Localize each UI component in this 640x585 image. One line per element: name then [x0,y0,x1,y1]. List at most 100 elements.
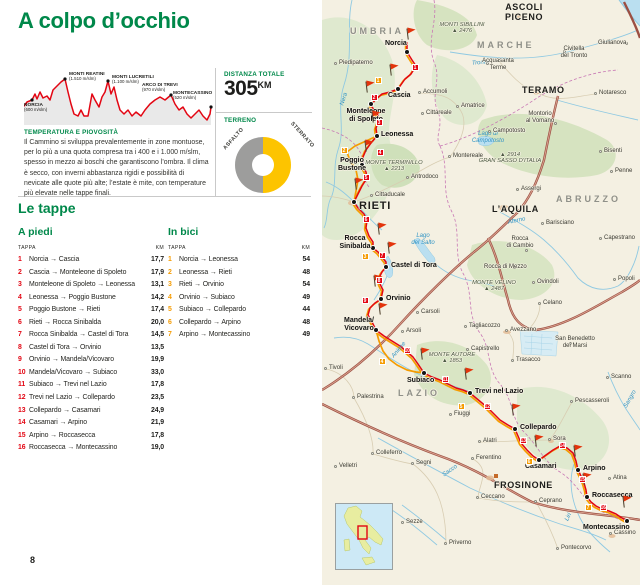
stage-number: 7 [168,331,172,339]
route-marker-walk-16: 16 [599,503,607,511]
town-label-capestrano: Capestrano [604,235,636,241]
distance-value: 305KM [224,77,312,100]
mountain-label-monti-sibillini: MONTI SIBILLINI ▲ 2476 [439,22,485,35]
stage-number: 13 [18,406,26,414]
walk-stage-row: 1 Norcia → Cascia 17,7 [18,254,164,267]
town-label-barisciano: Barisciano [546,220,575,226]
town-label-tivoli: Tivoli [329,365,343,371]
walk-stage-row: 12 Trevi nel Lazio → Collepardo 23,5 [18,392,164,405]
map-base-art [322,0,640,553]
water-label-aterno: Aterno [507,216,527,226]
town-label-capistrello: Capistrello [471,346,500,352]
stage-dot-trevi-nel-lazio [468,391,472,395]
profile-point-name: MONTECASSINO [173,91,213,96]
town-dot-bisenti [599,150,603,154]
town-label-amatrice: Amatrice [461,103,485,109]
stage-route: Subiaco → Collepardo [179,306,246,314]
stage-label-subiaco: Subiaco [407,377,435,384]
town-dot-sora [548,438,552,442]
stage-dot-leonessa [375,134,379,138]
stage-number: 1 [168,256,172,263]
stage-number: 6 [18,318,22,326]
stage-label-collepardo: Collepardo [520,424,557,431]
region-label-lazio: LAZIO [398,388,440,398]
route-marker-walk-9: 9 [361,296,369,304]
town-label-ceprano: Ceprano [539,498,563,504]
elevation-profile: NORCIA (600 m/slm) MONTI REATINI (1.510 m/s… [24,72,214,125]
route-marker-walk-4: 4 [376,148,384,156]
town-dot-arsoli [401,330,405,334]
stage-flag-icon [573,443,584,457]
stage-flag-icon [420,346,431,360]
stage-number: 4 [168,293,172,301]
bike-stage-row: 5 Subiaco → Collepardo 44 [168,304,310,317]
stage-route: Leonessa → Rieti [179,268,232,276]
stage-km: 33,0 [150,368,164,376]
town-label-notaresco: Notaresco [599,90,627,96]
walk-stage-row: 16 Roccasecca → Montecassino 19,0 [18,442,164,455]
walk-stage-row: 8 Castel di Tora → Orvinio 13,5 [18,342,164,355]
stage-label-roccasecca: Roccasecca [592,492,633,499]
climate-text: Il Cammino si sviluppa prevalentemente i… [24,139,209,198]
region-label-umbria: UMBRIA [350,26,404,36]
total-distance: DISTANZA TOTALE 305KM [216,68,312,113]
stages-table-bike: In bici TAPPA KM 1 Norcia → Leonessa 54 2 Leo… [168,226,310,342]
walk-stage-row: 3 Monteleone di Spoleto → Leonessa 13,1 [18,279,164,292]
info-column: A colpo d’occhio NORCIA (600 m/slm) MONTI … [18,8,316,565]
profile-point-elev: (1.510 m/slm) [69,76,96,82]
stage-dot-subiaco [422,371,426,375]
stage-number: 2 [168,268,172,276]
walk-stage-row: 14 Casamari → Arpino 21,9 [18,417,164,430]
town-dot-tagliacozzo [464,325,468,329]
route-marker-bike-2: 2 [340,146,348,154]
stage-label-rocca-sinibalda: Rocca Sinibalda [339,235,371,250]
stage-km: 54 [302,256,311,263]
town-dot-notaresco [594,92,598,96]
bike-header: TAPPA KM [168,245,310,251]
overview-panel: NORCIA (600 m/slm) MONTI REATINI (1.510 m/s… [18,68,315,199]
stage-km: 49 [302,293,311,301]
town-label-atina: Atina [613,475,627,481]
stage-flag-icon [406,26,417,40]
town-label-segni: Segni [416,460,432,466]
stage-dot-norcia [405,50,409,54]
city-dot-rieti [352,200,356,204]
walk-rows: 1 Norcia → Cascia 17,7 2 Cascia → Monteleone… [18,254,164,455]
stage-route: Leonessa → Poggio Bustone [29,293,116,301]
stage-km: 14,5 [150,331,164,339]
route-marker-walk-7: 7 [378,251,386,259]
climate-note: TEMPERATURA E PIOVOSITÀ Il Cammino si sv… [24,129,210,199]
bike-stage-row: 6 Collepardo → Arpino 48 [168,317,310,330]
town-label-avezzano: Avezzano [510,327,537,333]
stage-flag-icon [378,301,389,315]
town-label-civitella-del-tronto: Civitella del Tronto [560,46,588,59]
stage-km: 17,9 [150,268,164,276]
stage-km: 54 [302,281,311,289]
mountain-label-gran-sasso-d-italia: ▲ 2914 GRAN SASSO D'ITALIA [478,152,542,165]
stage-km: 20,0 [150,318,164,326]
flag-pennant [512,402,521,410]
stage-km: 17,7 [150,256,164,263]
col-tappa: TAPPA [168,245,186,251]
town-label-scanno: Scanno [611,374,632,380]
bike-stage-row: 3 Rieti → Orvinio 54 [168,279,310,292]
walk-header: TAPPA KM [18,245,164,251]
route-marker-walk-5: 5 [362,173,370,181]
town-label-alatri: Alatri [483,438,497,444]
profile-dot [169,93,173,97]
flag-pennant [465,366,474,374]
profile-dot [30,98,34,102]
town-dot-colleferro [371,452,375,456]
profile-point-name: ARCO DI TREVI [142,83,178,88]
town-dot-cittareale [421,112,425,116]
stage-route: Orvinio → Subiaco [179,293,235,301]
flag-pennant [535,433,544,441]
town-dot-san-benedetto-dei-marsi [569,342,573,346]
profile-point-elev: (970 m/slm) [142,87,166,93]
town-dot-accumoli [418,91,422,95]
panel-right: DISTANZA TOTALE 305KM TERRENO ASFALTO ST… [215,68,315,196]
route-marker-walk-6: 6 [362,215,370,223]
stage-km: 13,1 [150,281,164,289]
stage-route: Rieti → Orvinio [179,281,224,289]
page-number: 8 [30,555,36,565]
